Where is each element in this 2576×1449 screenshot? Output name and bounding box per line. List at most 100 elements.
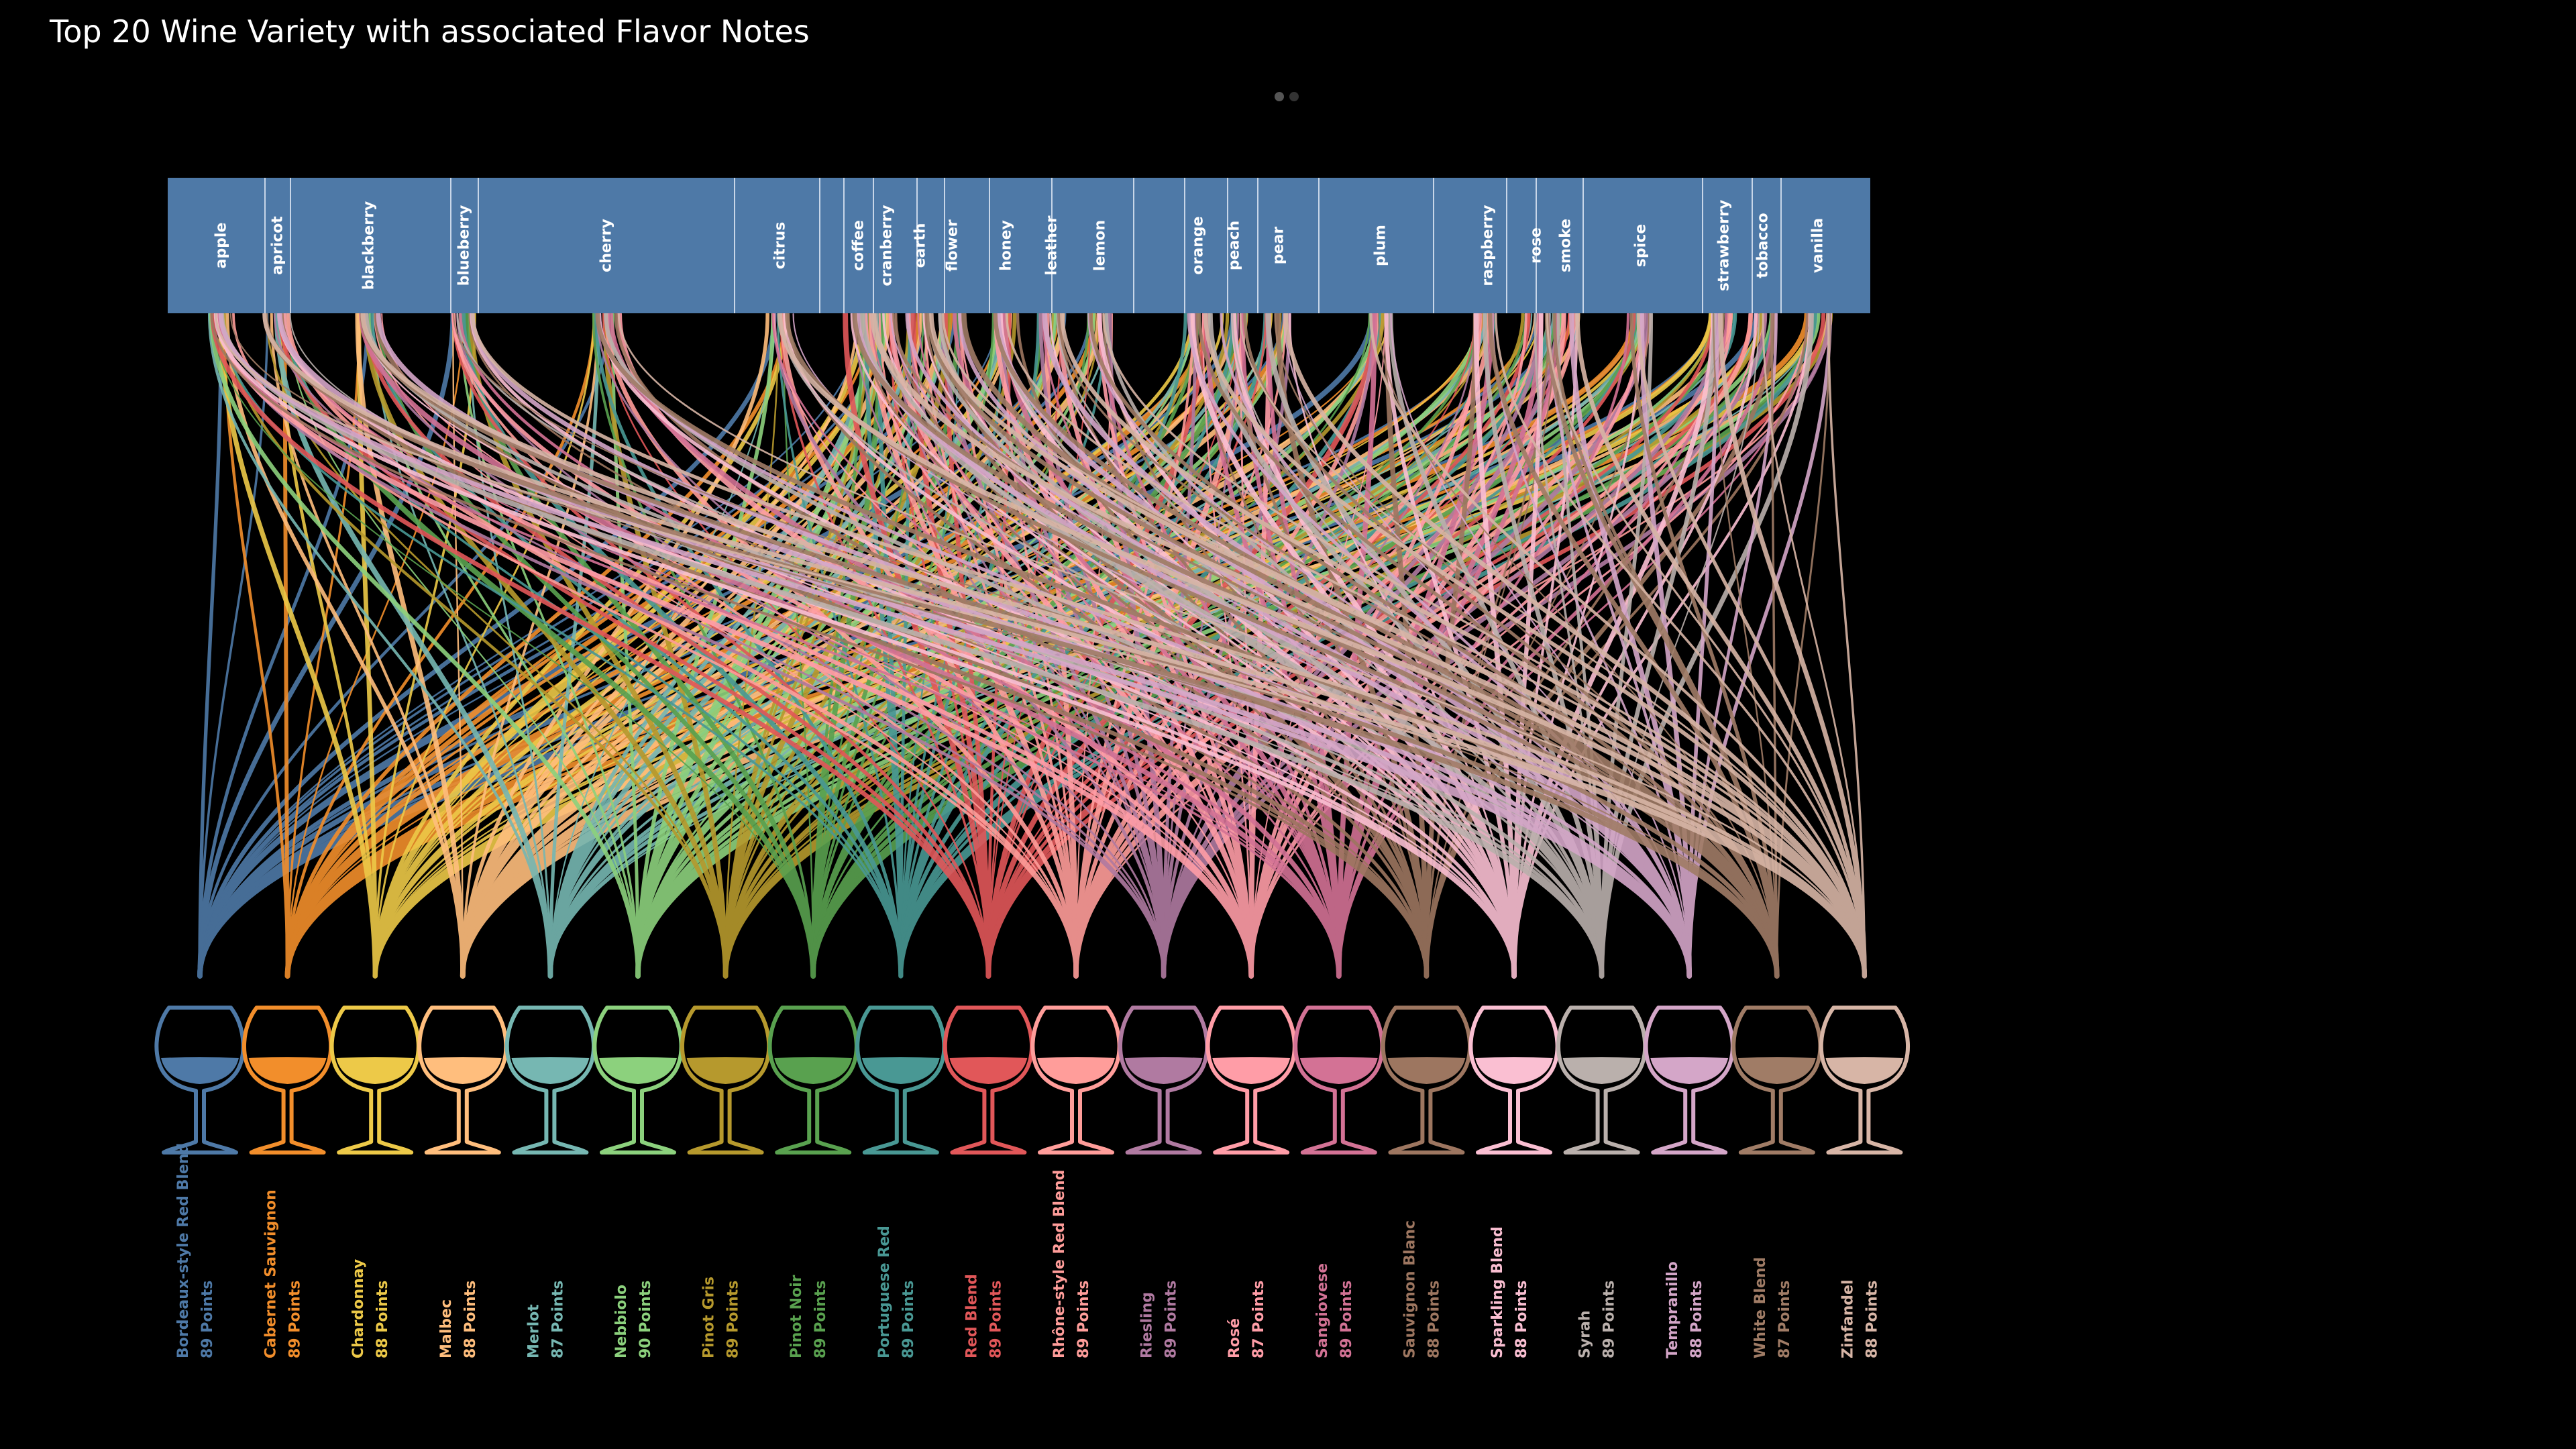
wine-name-cabernet-sauvignon: Cabernet Sauvignon xyxy=(263,1189,280,1358)
flow-rose-leather xyxy=(1057,311,1254,979)
glass-outline xyxy=(1644,1006,1735,1155)
flow-merlot-cherry xyxy=(548,312,600,978)
flow-ribbons xyxy=(197,311,1868,979)
note-label-tobacco: tobacco xyxy=(1755,213,1772,278)
flow-zinfandel-peach xyxy=(1239,313,1866,977)
wine-points-riesling: 89 Points xyxy=(1163,1281,1180,1358)
flow-white-blend-orange xyxy=(1197,312,1779,978)
wine-name-rhone-style-red-blend: Rhône-style Red Blend xyxy=(1051,1170,1068,1358)
wine-name-bordeaux-style-red-blend: Bordeaux-style Red Blend xyxy=(175,1143,192,1358)
wine-points-malbec: 88 Points xyxy=(462,1281,479,1358)
flow-white-blend-pear xyxy=(1274,313,1778,977)
flow-zinfandel-lemon xyxy=(1102,313,1866,977)
wine-variety-labels: Bordeaux-style Red Blend 89 Points Caberne… xyxy=(175,1143,1880,1358)
wine-name-red-blend: Red Blend xyxy=(963,1274,980,1358)
wine-glass-tempranillo xyxy=(1644,1006,1735,1155)
wine-fill xyxy=(161,1057,239,1084)
wine-points-merlot: 87 Points xyxy=(549,1281,566,1358)
note-label-raspberry: raspberry xyxy=(1480,205,1497,286)
wine-name-riesling: Riesling xyxy=(1139,1292,1156,1358)
wine-glass-merlot xyxy=(504,1006,596,1155)
flow-zinfandel-honey xyxy=(1005,313,1866,977)
wine-fill xyxy=(1737,1057,1816,1084)
flow-tempranillo-earth xyxy=(905,312,1691,978)
flow-portuguese-red-cherry xyxy=(594,312,903,978)
flow-zinfandel-vanilla xyxy=(1827,313,1866,977)
flow-zinfandel-tobacco xyxy=(1762,313,1866,977)
wine-glass-sparkling-blend xyxy=(1468,1006,1560,1155)
glass-outline xyxy=(855,1006,947,1155)
flow-cabernet-sauvignon-cherry xyxy=(286,312,596,978)
note-label-strawberry: strawberry xyxy=(1716,200,1733,291)
flow-sangiovese-raspberry xyxy=(1336,311,1495,979)
wine-fill xyxy=(1562,1057,1641,1084)
flow-sangiovese-pear xyxy=(1265,311,1341,979)
flow-zinfandel xyxy=(215,311,1868,979)
flow-zinfandel-flower xyxy=(942,313,1866,977)
flow-pinot-gris-apple xyxy=(223,312,727,978)
flavor-note-labels: apple apricot blackberry blueberry cherry cit… xyxy=(213,178,1827,313)
flow-tempranillo-raspberry xyxy=(1491,313,1690,977)
wine-name-portuguese-red: Portuguese Red xyxy=(876,1226,893,1358)
wine-points-bordeaux-style-red-blend: 89 Points xyxy=(199,1281,216,1358)
wine-fill xyxy=(1124,1057,1203,1084)
flow-riesling-orange xyxy=(1162,312,1197,978)
note-label-spice: spice xyxy=(1633,224,1650,267)
note-label-pear: pear xyxy=(1271,227,1287,265)
flow-riesling-cherry xyxy=(596,313,1165,977)
flow-tempranillo-smoke xyxy=(1569,311,1692,979)
note-label-earth: earth xyxy=(912,223,929,268)
glass-outline xyxy=(592,1006,684,1155)
wine-glass-portuguese-red xyxy=(855,1006,947,1155)
flow-syrah-raspberry xyxy=(1482,311,1604,979)
wine-name-rose: Rosé xyxy=(1226,1318,1243,1358)
page-dot-1[interactable] xyxy=(1275,92,1284,101)
glass-outline xyxy=(417,1006,508,1155)
flow-tempranillo-orange xyxy=(1187,312,1691,978)
glass-outline xyxy=(1731,1006,1823,1155)
glass-outline xyxy=(1381,1006,1472,1155)
flow-merlot-apple xyxy=(207,312,552,978)
flow-red-blend-blackberry xyxy=(362,312,991,978)
wine-glass-rhone-style-red-blend xyxy=(1030,1006,1122,1155)
wine-points-rose: 87 Points xyxy=(1250,1281,1267,1358)
flow-portuguese-red-cranberry xyxy=(876,311,903,979)
flow-zinfandel-leather xyxy=(1060,311,1867,979)
note-label-cranberry: cranberry xyxy=(879,205,896,286)
flow-tempranillo-plum xyxy=(1390,313,1690,977)
flow-pinot-gris-citrus xyxy=(724,313,780,977)
glass-outline xyxy=(241,1006,333,1155)
note-label-orange: orange xyxy=(1190,216,1207,274)
flow-pinot-noir-plum xyxy=(812,313,1371,977)
glass-outline xyxy=(1205,1006,1297,1155)
note-label-apple: apple xyxy=(213,223,230,269)
wine-name-nebbiolo: Nebbiolo xyxy=(613,1285,630,1358)
flow-malbec-apple xyxy=(225,312,465,978)
flow-sparkling-blend-honey xyxy=(997,311,1517,979)
glass-outline xyxy=(329,1006,421,1155)
page-dot-2[interactable] xyxy=(1289,92,1299,101)
flow-rhone-style-red-blend-blackberry xyxy=(374,313,1077,977)
wine-points-sangiovese: 89 Points xyxy=(1338,1281,1355,1358)
wine-points-red-blend: 89 Points xyxy=(987,1281,1004,1358)
flow-chardonnay-cherry xyxy=(374,313,595,977)
wine-glass-syrah xyxy=(1556,1006,1648,1155)
flow-white-blend-raspberry xyxy=(1487,311,1780,979)
wine-glass-cabernet-sauvignon xyxy=(241,1006,333,1155)
wine-glasses xyxy=(154,1006,1911,1155)
note-label-plum: plum xyxy=(1373,225,1389,266)
wine-fill xyxy=(1825,1057,1904,1084)
wine-glass-zinfandel xyxy=(1819,1006,1911,1155)
wine-name-pinot-gris: Pinot Gris xyxy=(701,1277,718,1358)
flow-sparkling-blend-blackberry xyxy=(362,313,1515,977)
wine-name-tempranillo: Tempranillo xyxy=(1664,1261,1681,1358)
wine-fill xyxy=(599,1057,677,1084)
wine-points-cabernet-sauvignon: 89 Points xyxy=(287,1281,304,1358)
note-label-lemon: lemon xyxy=(1092,220,1109,271)
wine-name-pinot-noir: Pinot Noir xyxy=(788,1275,805,1358)
wine-name-white-blend: White Blend xyxy=(1752,1257,1769,1358)
flow-syrah-plum xyxy=(1388,311,1605,979)
wine-points-pinot-noir: 89 Points xyxy=(812,1281,829,1358)
wine-name-malbec: Malbec xyxy=(438,1299,455,1358)
glass-outline xyxy=(1468,1006,1560,1155)
